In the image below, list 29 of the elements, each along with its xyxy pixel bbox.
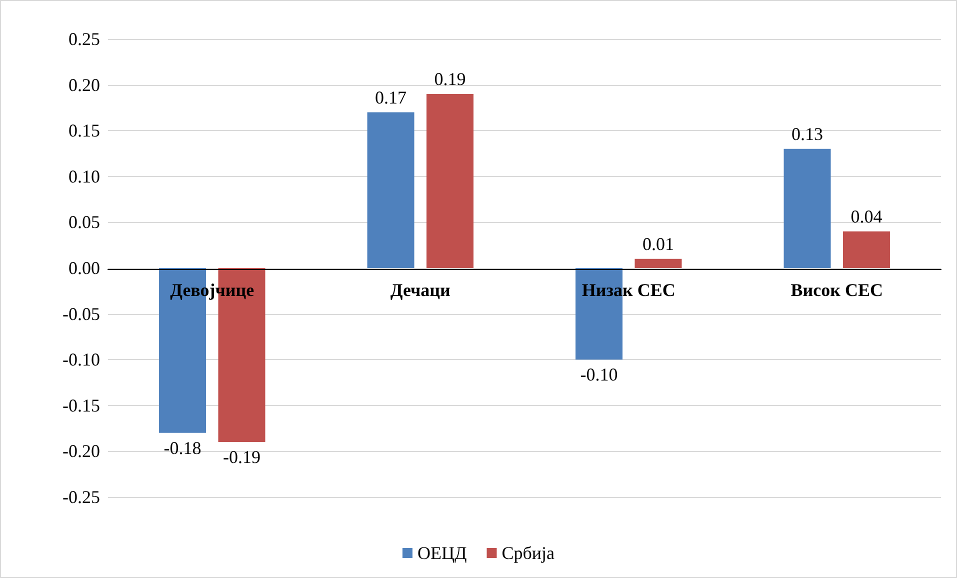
y-tick-label: -0.05 [62,304,100,324]
y-tick-label: 0.20 [68,74,100,95]
data-label: 0.01 [642,234,674,254]
y-tick-label: 0.15 [68,120,100,141]
data-label: -0.10 [580,364,618,385]
y-tick-label: -0.10 [62,350,100,370]
y-tick-label: 0.05 [68,212,100,232]
legend-label: ОЕЦД [417,543,467,563]
y-tick-label: -0.20 [62,441,100,462]
data-label: 0.17 [375,87,407,108]
x-tick-label: Висок СЕС [790,280,883,300]
bar [426,94,474,268]
data-label: -0.19 [222,447,260,468]
data-label: -0.18 [164,438,202,458]
bar [842,231,890,268]
data-label: 0.19 [434,68,466,89]
y-tick-label: -0.15 [62,395,100,416]
data-label: 0.13 [792,124,824,144]
x-tick-label: Девојчице [170,280,254,300]
y-tick-label: 0.25 [68,29,100,49]
x-tick-label: Дечаци [390,280,450,300]
bar [784,148,831,268]
legend-label: Србија [502,543,555,563]
bar [367,112,414,268]
y-tick-label: 0.00 [68,258,100,278]
bar [634,258,682,268]
y-tick-label: -0.25 [62,487,100,507]
y-tick-label: 0.10 [68,166,100,186]
data-label: 0.04 [850,206,882,226]
